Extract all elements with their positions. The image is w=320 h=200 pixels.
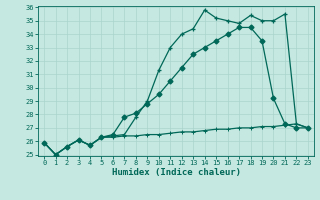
X-axis label: Humidex (Indice chaleur): Humidex (Indice chaleur) xyxy=(111,168,241,177)
